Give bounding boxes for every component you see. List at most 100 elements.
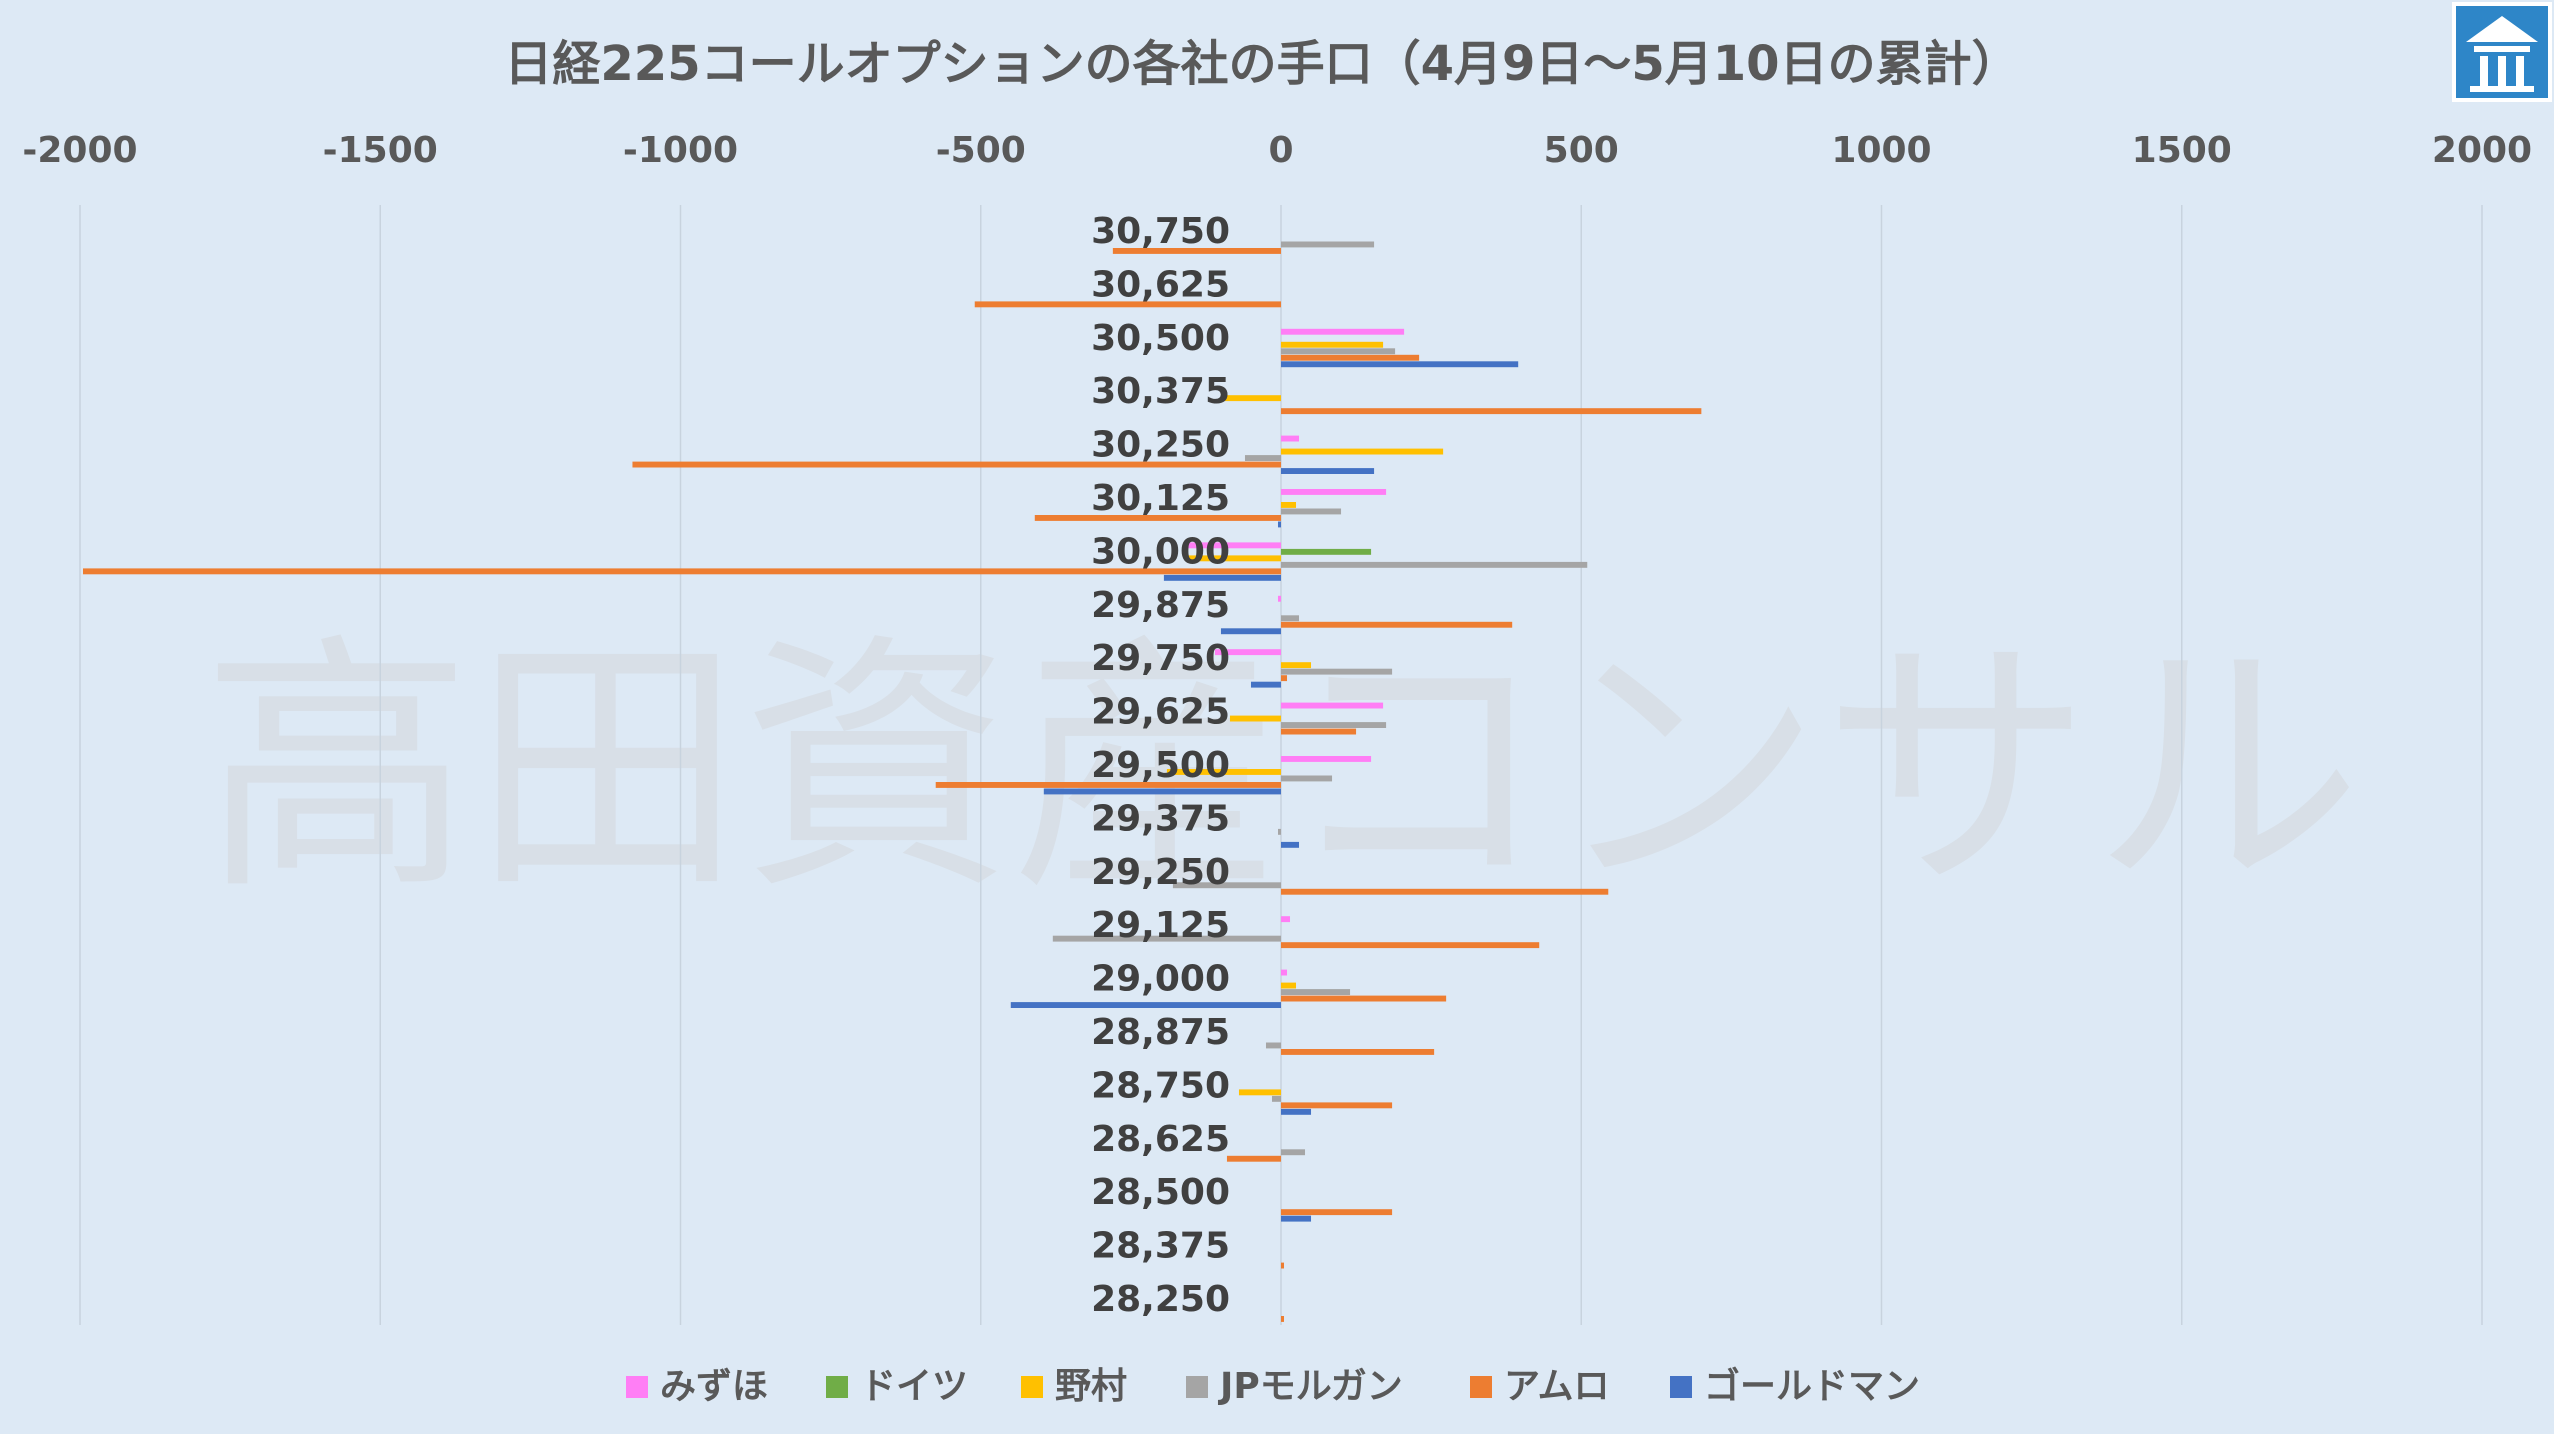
x-tick-label: -2000 xyxy=(22,130,137,171)
legend-label: みずほ xyxy=(660,1366,768,1407)
legend-swatch xyxy=(1470,1376,1492,1398)
logo xyxy=(2452,2,2552,102)
bar xyxy=(1281,354,1420,361)
category-label: 29,875 xyxy=(1091,585,1230,626)
bar xyxy=(1281,448,1444,455)
legend-swatch xyxy=(1021,1376,1043,1398)
bar xyxy=(1229,715,1281,722)
x-axis-ticks: -2000 -1500 -1000 -500 0 500 1000 1500 2000 xyxy=(22,130,2532,171)
bar xyxy=(1214,649,1281,656)
bar xyxy=(1172,882,1281,889)
bar xyxy=(1277,828,1281,835)
legend-swatch xyxy=(1186,1376,1208,1398)
legend-item: ドイツ xyxy=(826,1366,968,1407)
bar xyxy=(1281,1262,1285,1269)
x-tick-label: 0 xyxy=(1268,130,1293,171)
bar xyxy=(1163,574,1281,581)
bar xyxy=(1281,989,1351,995)
bar xyxy=(1281,662,1312,669)
bar xyxy=(1281,615,1300,622)
bar xyxy=(1281,328,1405,335)
bar xyxy=(935,782,1281,788)
bar xyxy=(1277,521,1281,528)
bar xyxy=(1281,675,1288,682)
bar xyxy=(1281,722,1387,728)
x-tick-label: 1500 xyxy=(2132,130,2232,171)
bar xyxy=(1250,681,1281,688)
bar xyxy=(1238,1089,1281,1096)
bar xyxy=(1281,756,1372,762)
category-label: 29,375 xyxy=(1091,798,1230,839)
legend-label: ゴールドマン xyxy=(1704,1365,1920,1407)
legend-swatch xyxy=(826,1376,848,1398)
bar xyxy=(1281,1102,1393,1109)
bar xyxy=(1281,489,1387,495)
category-label: 30,375 xyxy=(1091,371,1230,412)
bar xyxy=(1187,555,1281,562)
category-label: 28,750 xyxy=(1091,1065,1230,1106)
category-label: 28,625 xyxy=(1091,1119,1230,1160)
bar xyxy=(1281,508,1342,515)
bar xyxy=(1281,942,1540,949)
legend-item: JPモルガン xyxy=(1186,1366,1403,1407)
bar xyxy=(1220,628,1281,635)
category-label: 29,625 xyxy=(1091,692,1230,733)
category-label: 28,375 xyxy=(1091,1226,1230,1267)
bar xyxy=(1281,548,1372,555)
bar xyxy=(1281,561,1588,568)
legend-label: アムロ xyxy=(1504,1366,1609,1407)
bar xyxy=(1281,888,1609,895)
legend-item: アムロ xyxy=(1470,1366,1609,1407)
x-tick-label: 1000 xyxy=(1831,130,1931,171)
bar xyxy=(1277,595,1281,602)
bar xyxy=(1112,248,1281,254)
bar xyxy=(1281,982,1297,989)
category-label: 29,250 xyxy=(1091,852,1230,893)
bar xyxy=(1281,1149,1306,1156)
bar xyxy=(1281,702,1384,709)
category-label: 28,875 xyxy=(1091,1012,1230,1053)
bar xyxy=(1281,408,1702,415)
category-labels: 30,750 30,625 30,500 30,375 30,250 30,125 30,0… xyxy=(1091,211,1230,1320)
chart-title: 日経225コールオプションの各社の手口（4月9日～5月10日の累計） xyxy=(504,36,2019,92)
bar xyxy=(1281,468,1375,474)
category-label: 30,000 xyxy=(1091,531,1230,572)
bar xyxy=(1281,502,1297,508)
legend-item: ゴールドマン xyxy=(1670,1365,1920,1407)
category-label: 30,500 xyxy=(1091,318,1230,359)
x-tick-label: -1500 xyxy=(323,130,438,171)
category-label: 30,250 xyxy=(1091,425,1230,466)
category-label: 29,750 xyxy=(1091,638,1230,679)
bar xyxy=(1271,1095,1281,1102)
bar xyxy=(1010,1002,1281,1008)
category-label: 30,750 xyxy=(1091,211,1230,252)
bar xyxy=(1281,1049,1435,1055)
bar xyxy=(1281,775,1333,782)
bar xyxy=(1265,1042,1281,1049)
bar xyxy=(1281,1215,1312,1222)
bar xyxy=(1281,668,1393,675)
bar xyxy=(632,461,1281,468)
bar xyxy=(1281,348,1396,355)
bar xyxy=(1281,1108,1312,1115)
legend-label: 野村 xyxy=(1055,1366,1127,1407)
legend-item: みずほ xyxy=(626,1366,768,1407)
legend-swatch xyxy=(626,1376,648,1398)
category-label: 30,125 xyxy=(1091,478,1230,519)
legend-label: ドイツ xyxy=(860,1366,968,1407)
bar xyxy=(1223,395,1281,402)
bar xyxy=(1281,995,1447,1002)
bar xyxy=(1043,788,1281,795)
bar xyxy=(1184,542,1281,549)
bar xyxy=(1281,341,1384,348)
bar xyxy=(1226,1155,1281,1162)
x-tick-label: 2000 xyxy=(2432,130,2532,171)
bar xyxy=(1281,1316,1285,1322)
legend-label: JPモルガン xyxy=(1217,1366,1403,1407)
category-label: 29,125 xyxy=(1091,905,1230,946)
legend: みずほ ドイツ 野村 JPモルガン アムロ ゴールドマン xyxy=(626,1365,1920,1407)
category-label: 30,625 xyxy=(1091,264,1230,305)
watermark: 高田資産コンサル xyxy=(202,611,2362,926)
grid-lines xyxy=(79,205,2483,1325)
